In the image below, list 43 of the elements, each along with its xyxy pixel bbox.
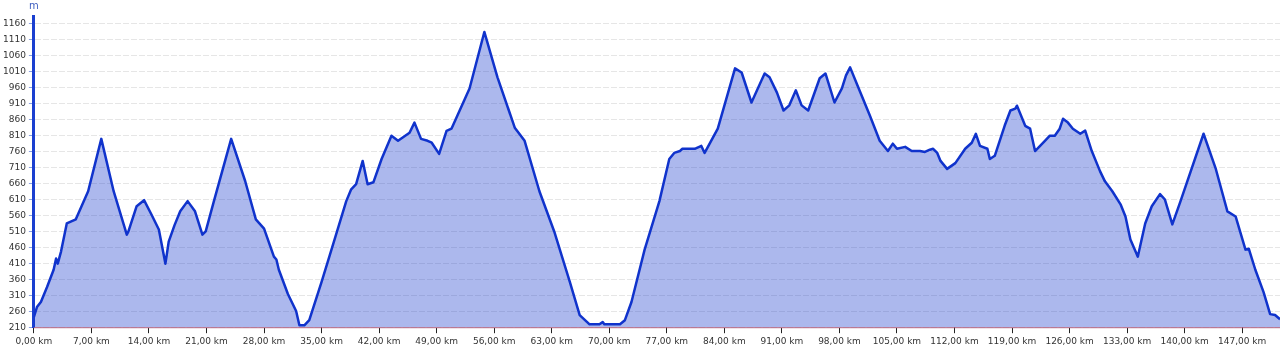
x-tick-label: 119,00 km: [987, 335, 1037, 346]
y-tick-label: 710: [8, 161, 27, 172]
x-tick-label: 0,00 km: [15, 335, 53, 346]
y-tick-label: 410: [8, 257, 27, 268]
y-axis-title: m: [29, 0, 39, 11]
x-tick-label: 91,00 km: [760, 335, 804, 346]
y-tick-label: 510: [8, 225, 27, 236]
x-tick-label: 7,00 km: [73, 335, 110, 346]
y-tick-label: 860: [8, 114, 27, 125]
x-tick-label: 70,00 km: [587, 335, 631, 346]
y-tick-label: 260: [8, 305, 27, 316]
x-tick-label: 84,00 km: [703, 335, 746, 346]
x-tick-label: 35,00 km: [300, 335, 343, 346]
x-tick-label: 126,00 km: [1045, 335, 1094, 346]
x-tick-label: 63,00 km: [530, 335, 574, 346]
x-tick-label: 49,00 km: [415, 335, 458, 346]
x-tick-label: 147,00 km: [1218, 335, 1267, 346]
x-tick-label: 14,00 km: [127, 335, 171, 346]
y-tick-label: 660: [8, 177, 27, 188]
x-tick-label: 112,00 km: [930, 335, 979, 346]
y-tick-label: 1010: [3, 66, 27, 77]
x-tick-label: 105,00 km: [872, 335, 922, 346]
y-tick-label: 310: [8, 289, 27, 300]
y-tick-label: 1110: [3, 34, 27, 45]
x-tick-label: 133,00 km: [1102, 335, 1152, 346]
y-tick-label: 1060: [3, 50, 27, 61]
y-tick-label: 210: [8, 321, 27, 332]
y-tick-label: 360: [8, 273, 27, 284]
x-tick-label: 98,00 km: [818, 335, 861, 346]
x-tick-label: 28,00 km: [242, 335, 286, 346]
x-tick-label: 140,00 km: [1160, 335, 1209, 346]
x-tick-label: 56,00 km: [472, 335, 516, 346]
y-tick-label: 610: [8, 193, 27, 204]
y-tick-label: 760: [8, 146, 27, 156]
y-tick-label: 460: [8, 241, 27, 252]
y-tick-label: 810: [8, 130, 27, 141]
y-tick-label: 910: [8, 98, 27, 109]
x-tick-label: 77,00 km: [645, 335, 689, 346]
y-tick-label: 560: [8, 209, 27, 220]
x-tick-label: 21,00 km: [185, 335, 228, 346]
y-tick-label: 960: [8, 82, 27, 93]
x-tick-label: 42,00 km: [357, 335, 401, 346]
y-tick-label: 1160: [3, 18, 27, 29]
